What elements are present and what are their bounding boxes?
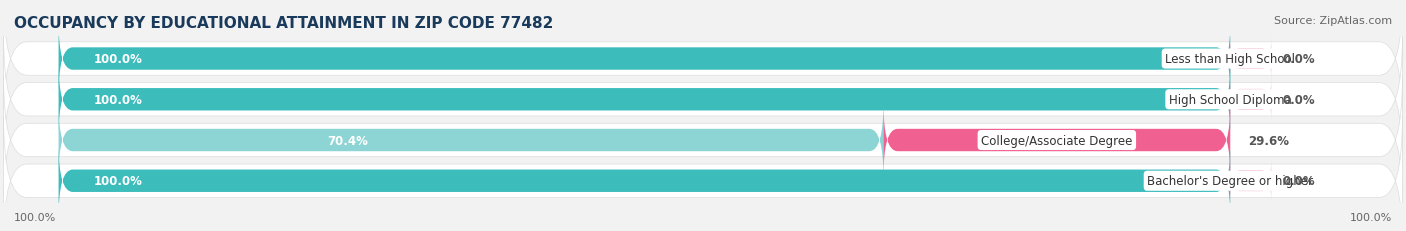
Text: 100.0%: 100.0% xyxy=(14,213,56,222)
FancyBboxPatch shape xyxy=(3,116,1402,231)
FancyBboxPatch shape xyxy=(59,103,883,178)
Text: High School Diploma: High School Diploma xyxy=(1168,93,1292,106)
Text: Less than High School: Less than High School xyxy=(1166,53,1295,66)
FancyBboxPatch shape xyxy=(3,0,1402,124)
FancyBboxPatch shape xyxy=(3,76,1402,205)
Text: 100.0%: 100.0% xyxy=(94,174,142,187)
Text: 100.0%: 100.0% xyxy=(94,53,142,66)
Text: 100.0%: 100.0% xyxy=(94,93,142,106)
Text: 0.0%: 0.0% xyxy=(1282,93,1316,106)
FancyBboxPatch shape xyxy=(1230,78,1271,122)
FancyBboxPatch shape xyxy=(1230,37,1271,81)
FancyBboxPatch shape xyxy=(59,143,1230,219)
FancyBboxPatch shape xyxy=(59,62,1230,137)
Text: Bachelor's Degree or higher: Bachelor's Degree or higher xyxy=(1147,174,1313,187)
Text: 0.0%: 0.0% xyxy=(1282,53,1316,66)
FancyBboxPatch shape xyxy=(883,103,1230,178)
Text: Source: ZipAtlas.com: Source: ZipAtlas.com xyxy=(1274,16,1392,26)
Text: College/Associate Degree: College/Associate Degree xyxy=(981,134,1132,147)
Text: 70.4%: 70.4% xyxy=(326,134,368,147)
Text: OCCUPANCY BY EDUCATIONAL ATTAINMENT IN ZIP CODE 77482: OCCUPANCY BY EDUCATIONAL ATTAINMENT IN Z… xyxy=(14,16,554,31)
FancyBboxPatch shape xyxy=(1230,159,1271,203)
FancyBboxPatch shape xyxy=(59,22,1230,97)
Text: 100.0%: 100.0% xyxy=(1350,213,1392,222)
Text: 0.0%: 0.0% xyxy=(1282,174,1316,187)
FancyBboxPatch shape xyxy=(3,35,1402,164)
Text: 29.6%: 29.6% xyxy=(1249,134,1289,147)
